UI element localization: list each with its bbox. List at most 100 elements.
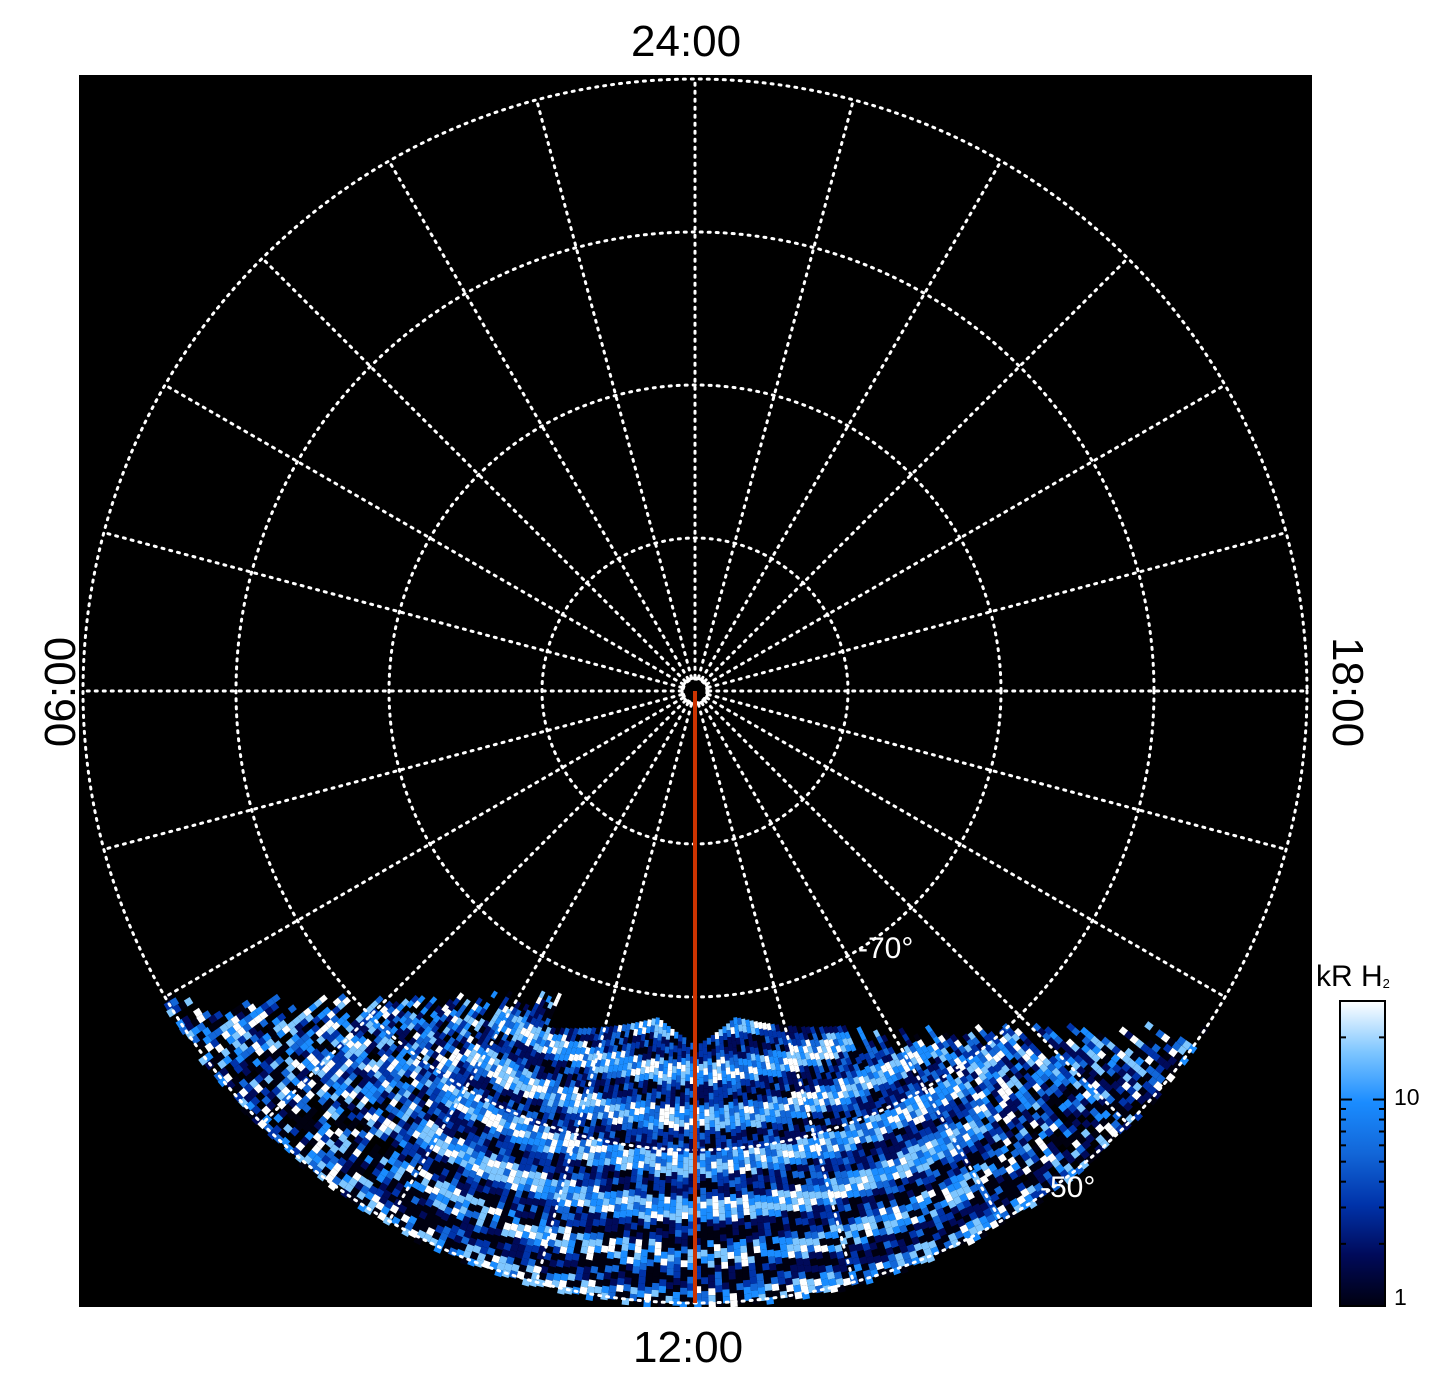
emission-cell <box>511 1033 519 1043</box>
emission-cell <box>301 1049 311 1059</box>
emission-cell <box>501 1111 510 1121</box>
emission-cell <box>335 1106 345 1116</box>
emission-cell <box>435 1208 445 1218</box>
emission-cell <box>719 1121 726 1129</box>
emission-cell <box>480 1205 490 1215</box>
emission-cell <box>638 1113 645 1122</box>
emission-cell <box>518 1264 528 1273</box>
emission-cell <box>666 1268 674 1276</box>
emission-cell <box>463 1014 471 1023</box>
emission-cell <box>712 1076 718 1084</box>
emission-cell <box>571 1172 579 1181</box>
emission-cell <box>480 1031 488 1040</box>
emission-cell <box>498 1214 508 1224</box>
emission-cell <box>341 1151 351 1162</box>
emission-cell <box>743 1208 751 1216</box>
emission-cell <box>479 1225 489 1235</box>
emission-cell <box>598 1065 605 1074</box>
emission-cell <box>381 1043 391 1052</box>
emission-cell <box>604 1224 612 1233</box>
emission-cell <box>644 1156 651 1165</box>
emission-cell <box>353 1135 364 1145</box>
emission-cell <box>386 1038 395 1047</box>
emission-cell <box>541 1072 548 1081</box>
emission-cell <box>630 1135 637 1143</box>
emission-cell <box>607 1045 614 1053</box>
emission-cell <box>598 1046 605 1054</box>
emission-cell <box>439 1039 448 1049</box>
emission-cell <box>536 1184 544 1194</box>
emission-cell <box>322 1006 332 1016</box>
emission-cell <box>420 1084 429 1094</box>
emission-cell <box>526 1237 535 1247</box>
emission-cell <box>307 1149 317 1160</box>
emission-cell <box>816 1258 825 1267</box>
emission-cell <box>321 1121 332 1132</box>
emission-cell <box>466 1064 475 1073</box>
emission-cell <box>716 1165 723 1173</box>
emission-cell <box>515 1057 523 1066</box>
emission-cell <box>792 1237 800 1246</box>
emission-cell <box>479 1007 487 1016</box>
emission-cell <box>477 1122 487 1131</box>
emission-cell <box>467 1187 477 1196</box>
emission-cell <box>645 1272 653 1281</box>
emission-cell <box>753 1245 761 1254</box>
emission-cell <box>469 1058 478 1067</box>
emission-cell <box>389 1068 399 1078</box>
emission-cell <box>397 1153 407 1163</box>
emission-cell <box>507 1141 515 1151</box>
emission-cell <box>512 1063 520 1072</box>
emission-cell <box>310 1033 320 1043</box>
emission-cell <box>411 1130 421 1140</box>
emission-cell <box>431 1024 440 1034</box>
emission-cell <box>714 1117 720 1125</box>
emission-cell <box>667 1070 673 1078</box>
emission-cell <box>372 1090 382 1100</box>
emission-cell <box>794 1251 803 1259</box>
emission-cell <box>551 1046 558 1055</box>
emission-cell <box>606 1211 614 1219</box>
emission-cell <box>561 1185 569 1194</box>
emission-cell <box>544 1092 552 1101</box>
emission-cell <box>549 1026 557 1035</box>
emission-cell <box>369 1075 378 1085</box>
emission-cell <box>403 1010 412 1019</box>
emission-cell <box>496 1221 505 1231</box>
emission-cell <box>514 1048 522 1057</box>
emission-cell <box>330 1111 341 1121</box>
emission-cell <box>642 1170 649 1178</box>
emission-cell <box>381 1010 391 1020</box>
emission-cell <box>508 1249 517 1259</box>
emission-cell <box>405 1164 415 1174</box>
emission-cell <box>658 1115 665 1123</box>
emission-cell <box>429 1010 438 1019</box>
emission-cell <box>628 1148 635 1157</box>
emission-cell <box>714 1264 722 1272</box>
emission-cell <box>501 1208 510 1218</box>
emission-cell <box>572 1192 580 1201</box>
emission-cell <box>444 1090 453 1099</box>
emission-cell <box>638 1204 646 1213</box>
emission-cell <box>581 1239 590 1248</box>
emission-cell <box>481 1116 490 1125</box>
emission-cell <box>473 1052 481 1061</box>
emission-cell <box>416 1146 426 1156</box>
emission-cell <box>499 1194 508 1204</box>
emission-cell <box>734 1170 741 1178</box>
emission-cell <box>636 1174 643 1183</box>
emission-cell <box>345 1146 355 1156</box>
emission-cell <box>565 1219 574 1228</box>
emission-cell <box>301 1057 311 1068</box>
emission-cell <box>345 1024 355 1033</box>
emission-cell <box>625 1263 634 1271</box>
emission-cell <box>599 1252 608 1260</box>
emission-cell <box>256 1110 267 1121</box>
emission-cell <box>749 1269 757 1278</box>
emission-cell <box>338 1055 348 1065</box>
emission-cell <box>276 1029 286 1039</box>
emission-cell <box>241 1066 252 1077</box>
emission-cell <box>454 1156 463 1165</box>
emission-cell <box>645 1279 653 1288</box>
emission-cell <box>308 1003 318 1013</box>
